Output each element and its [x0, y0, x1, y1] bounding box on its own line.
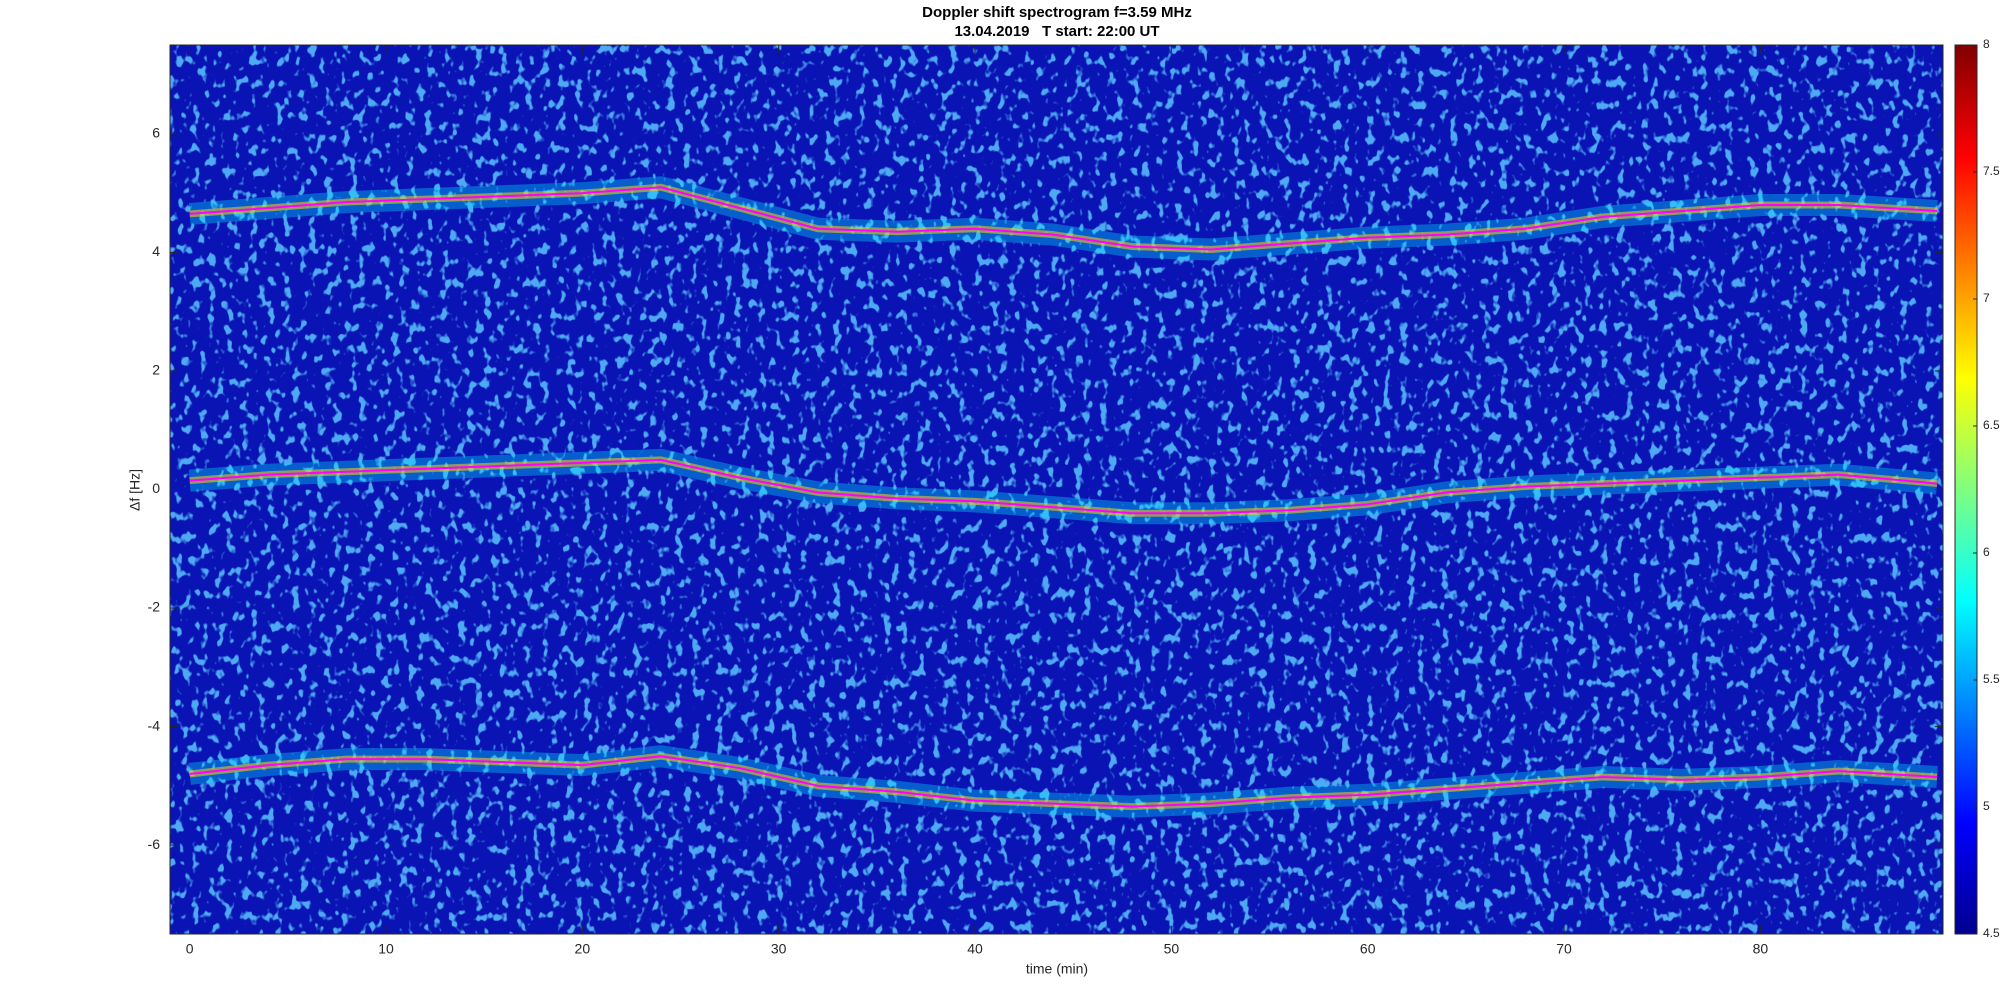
y-tick-label: 6 [152, 125, 160, 141]
x-tick-label: 80 [1753, 941, 1769, 957]
x-tick-label: 10 [378, 941, 394, 957]
x-tick-label: 40 [967, 941, 983, 957]
y-axis-label: Δf [Hz] [127, 469, 143, 511]
x-tick-label: 60 [1360, 941, 1376, 957]
x-tick-label: 50 [1164, 941, 1180, 957]
y-tick-label: -6 [148, 836, 161, 852]
y-tick-label: -4 [148, 717, 161, 733]
colorbar-tick-label: 6.5 [1983, 418, 2000, 432]
y-tick-label: 0 [152, 480, 160, 496]
colorbar-tick-label: 6 [1983, 545, 1990, 559]
chart-subtitle: 13.04.2019 T start: 22:00 UT [954, 23, 1159, 40]
colorbar [1954, 44, 1978, 935]
noise-texture [170, 45, 1943, 934]
trace-line [189, 458, 1938, 515]
colorbar-tick-label: 8 [1983, 37, 1990, 51]
colorbar-tick-label: 7.5 [1983, 164, 2000, 178]
y-tick-label: 4 [152, 243, 160, 259]
colorbar-tick-label: 4.5 [1983, 926, 2000, 940]
chart-title: Doppler shift spectrogram f=3.59 MHz [922, 4, 1192, 21]
x-tick-label: 20 [575, 941, 591, 957]
y-tick-label: -2 [148, 599, 161, 615]
x-tick-label: 30 [771, 941, 787, 957]
y-tick-label: 2 [152, 362, 160, 378]
colorbar-tick-label: 7 [1983, 291, 1990, 305]
plot-area [188, 176, 1939, 818]
trace-line [189, 186, 1938, 251]
trace-line [189, 755, 1938, 808]
colorbar-tick-label: 5 [1983, 799, 1990, 813]
x-tick-label: 0 [186, 941, 194, 957]
colorbar-tick-label: 5.5 [1983, 672, 2000, 686]
x-tick-label: 70 [1556, 941, 1572, 957]
x-axis-label: time (min) [1026, 961, 1088, 977]
